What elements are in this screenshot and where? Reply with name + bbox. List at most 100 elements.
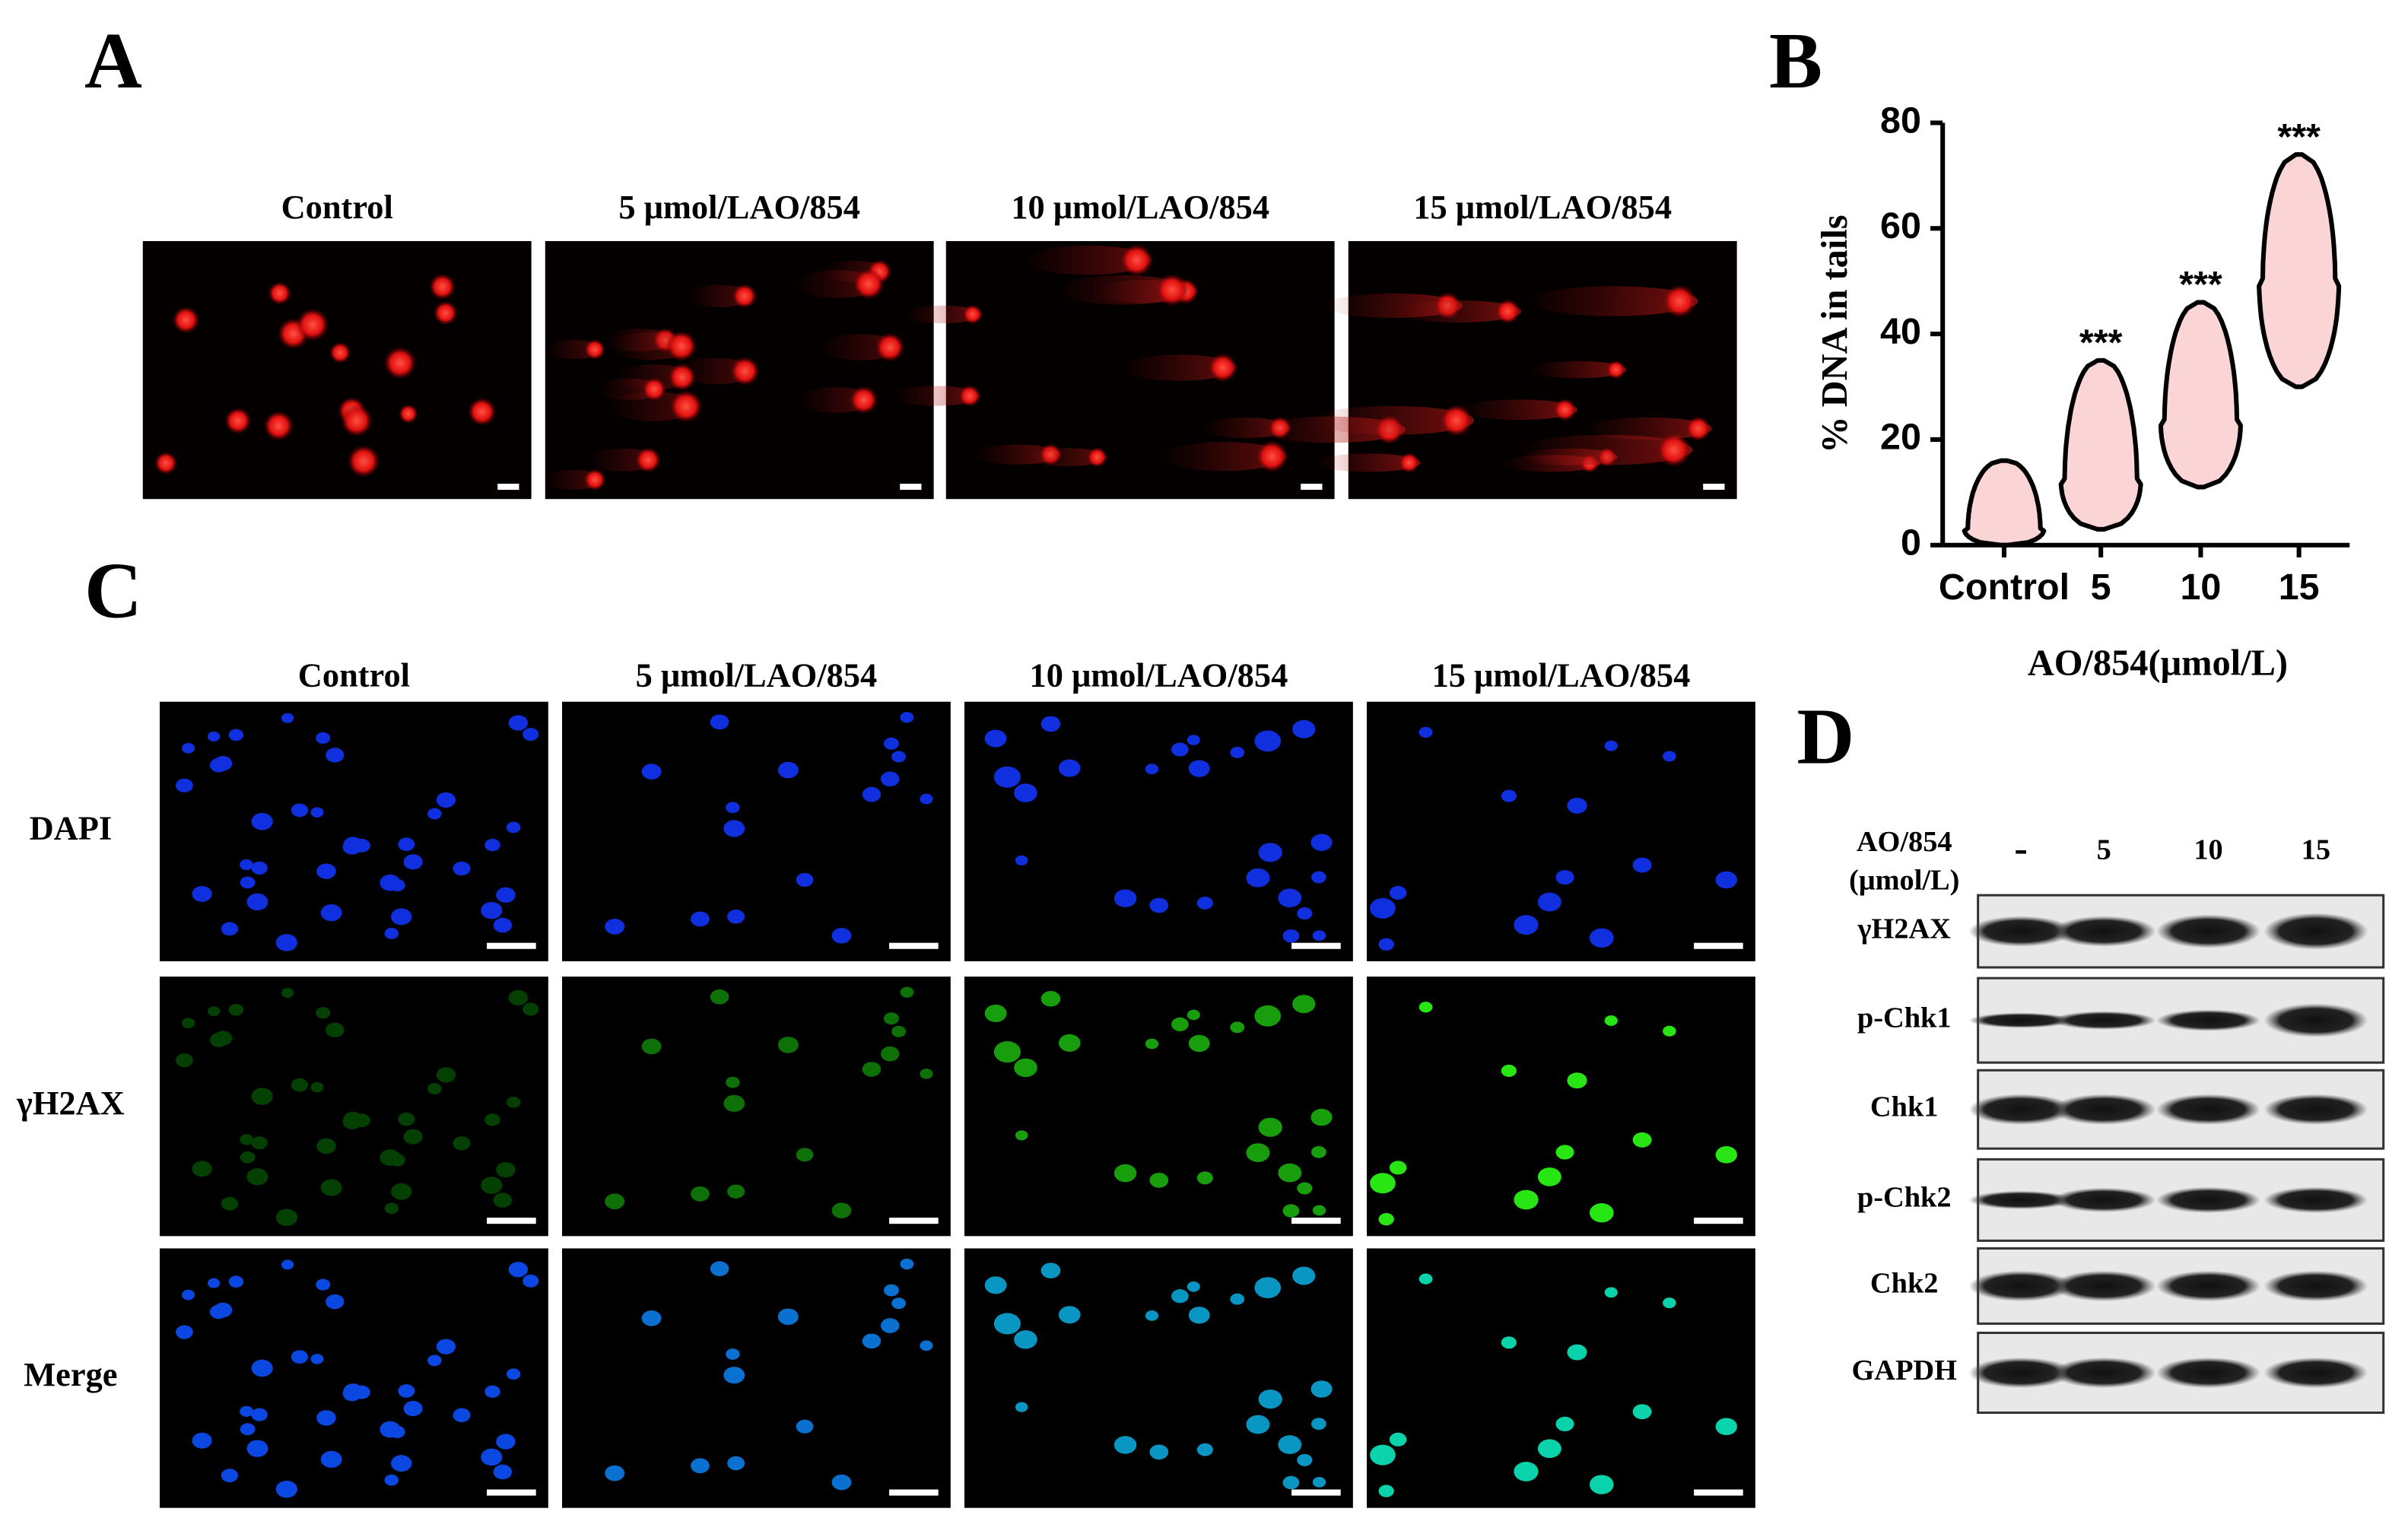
nucleus bbox=[1058, 1034, 1081, 1052]
nucleus bbox=[1514, 915, 1539, 935]
nucleus bbox=[1258, 843, 1282, 862]
nucleus bbox=[506, 821, 521, 834]
nucleus bbox=[240, 1423, 256, 1436]
nucleus bbox=[1604, 1015, 1618, 1026]
nucleus bbox=[436, 1339, 456, 1355]
nucleus bbox=[1311, 1145, 1326, 1158]
comet-head bbox=[341, 405, 373, 437]
band bbox=[2263, 1357, 2368, 1389]
y-tick-label: 0 bbox=[1901, 522, 1921, 564]
nucleus bbox=[508, 715, 528, 731]
row-label: p-Chk1 bbox=[1857, 1002, 1952, 1034]
nucleus bbox=[427, 1355, 442, 1367]
band bbox=[2263, 913, 2368, 950]
image-background bbox=[142, 240, 532, 500]
scale-bar bbox=[497, 483, 519, 491]
nucleus bbox=[1311, 871, 1326, 884]
nucleus bbox=[1389, 1161, 1407, 1175]
nucleus bbox=[1537, 1439, 1561, 1459]
nucleus bbox=[1113, 889, 1137, 907]
nucleus bbox=[1254, 1005, 1282, 1027]
micrograph bbox=[1256, 240, 1737, 500]
lane-label: 15 bbox=[2302, 834, 2330, 865]
nucleus bbox=[523, 728, 539, 741]
nucleus bbox=[880, 771, 900, 787]
micrograph bbox=[964, 701, 1353, 961]
nucleus bbox=[1188, 760, 1210, 777]
nucleus bbox=[320, 904, 342, 922]
panel-label: D bbox=[1796, 691, 1854, 780]
nucleus bbox=[176, 778, 193, 792]
row-label: Merge bbox=[24, 1355, 117, 1393]
nucleus bbox=[342, 1114, 362, 1129]
nucleus bbox=[710, 714, 729, 730]
significance-label: *** bbox=[2079, 322, 2123, 363]
nucleus bbox=[1567, 1072, 1587, 1089]
nucleus bbox=[993, 766, 1021, 788]
y-axis-label: % DNA in tails bbox=[1815, 214, 1855, 453]
band bbox=[2155, 1186, 2261, 1214]
nucleus bbox=[900, 986, 914, 998]
nucleus bbox=[880, 1046, 900, 1062]
nucleus bbox=[240, 1151, 256, 1164]
nucleus bbox=[493, 1193, 513, 1208]
nucleus bbox=[453, 861, 471, 876]
nucleus bbox=[1171, 742, 1189, 757]
nucleus bbox=[182, 1018, 195, 1029]
nucleus bbox=[1230, 1021, 1245, 1034]
nucleus bbox=[993, 1313, 1021, 1335]
nucleus bbox=[228, 1275, 244, 1288]
comet-tail bbox=[1520, 434, 1693, 465]
nucleus bbox=[251, 1088, 273, 1105]
nucleus bbox=[251, 1359, 273, 1377]
nucleus bbox=[1378, 938, 1394, 951]
nucleus bbox=[427, 808, 442, 820]
nucleus bbox=[691, 1186, 710, 1202]
band bbox=[2155, 1270, 2261, 1302]
nucleus bbox=[1311, 1418, 1326, 1431]
nucleus bbox=[1282, 929, 1300, 943]
nucleus bbox=[1604, 740, 1618, 751]
nucleus bbox=[1187, 1009, 1200, 1021]
nucleus bbox=[1196, 1443, 1213, 1456]
nucleus bbox=[493, 917, 513, 933]
nucleus bbox=[221, 1469, 239, 1483]
column-title: Control bbox=[298, 656, 410, 694]
lane-header: AO/854 bbox=[1857, 826, 1952, 858]
nucleus bbox=[207, 731, 221, 742]
nucleus bbox=[384, 928, 399, 939]
nucleus bbox=[1196, 1171, 1213, 1185]
comet-tail bbox=[1584, 417, 1712, 440]
nucleus bbox=[209, 1304, 228, 1320]
x-tick-label: 5 bbox=[2091, 567, 2111, 608]
nucleus bbox=[727, 1456, 745, 1471]
nucleus bbox=[1310, 1108, 1333, 1126]
nucleus bbox=[1149, 1172, 1169, 1188]
nucleus bbox=[777, 1308, 799, 1326]
lane-label: 5 bbox=[2097, 834, 2111, 865]
comet-head bbox=[732, 284, 758, 309]
nucleus bbox=[1292, 995, 1316, 1014]
band bbox=[2051, 1270, 2156, 1302]
x-tick-label: 15 bbox=[2279, 567, 2320, 608]
nucleus bbox=[240, 1405, 253, 1417]
nucleus bbox=[1145, 764, 1159, 775]
nucleus bbox=[1292, 719, 1316, 738]
micrograph bbox=[142, 240, 532, 500]
nucleus bbox=[1378, 1212, 1394, 1226]
comet-head bbox=[433, 300, 458, 326]
nucleus bbox=[1297, 1182, 1313, 1195]
nucleus bbox=[920, 1069, 933, 1079]
nucleus bbox=[1246, 868, 1270, 888]
nucleus bbox=[1604, 1287, 1618, 1298]
nucleus bbox=[691, 1458, 710, 1474]
scale-bar bbox=[487, 942, 536, 949]
nucleus bbox=[1145, 1038, 1159, 1050]
comet-head bbox=[1495, 299, 1520, 324]
nucleus bbox=[1501, 1336, 1517, 1349]
nucleus bbox=[1715, 871, 1737, 889]
nucleus bbox=[1378, 1485, 1394, 1497]
nucleus bbox=[891, 1025, 906, 1037]
nucleus bbox=[1312, 1476, 1326, 1488]
